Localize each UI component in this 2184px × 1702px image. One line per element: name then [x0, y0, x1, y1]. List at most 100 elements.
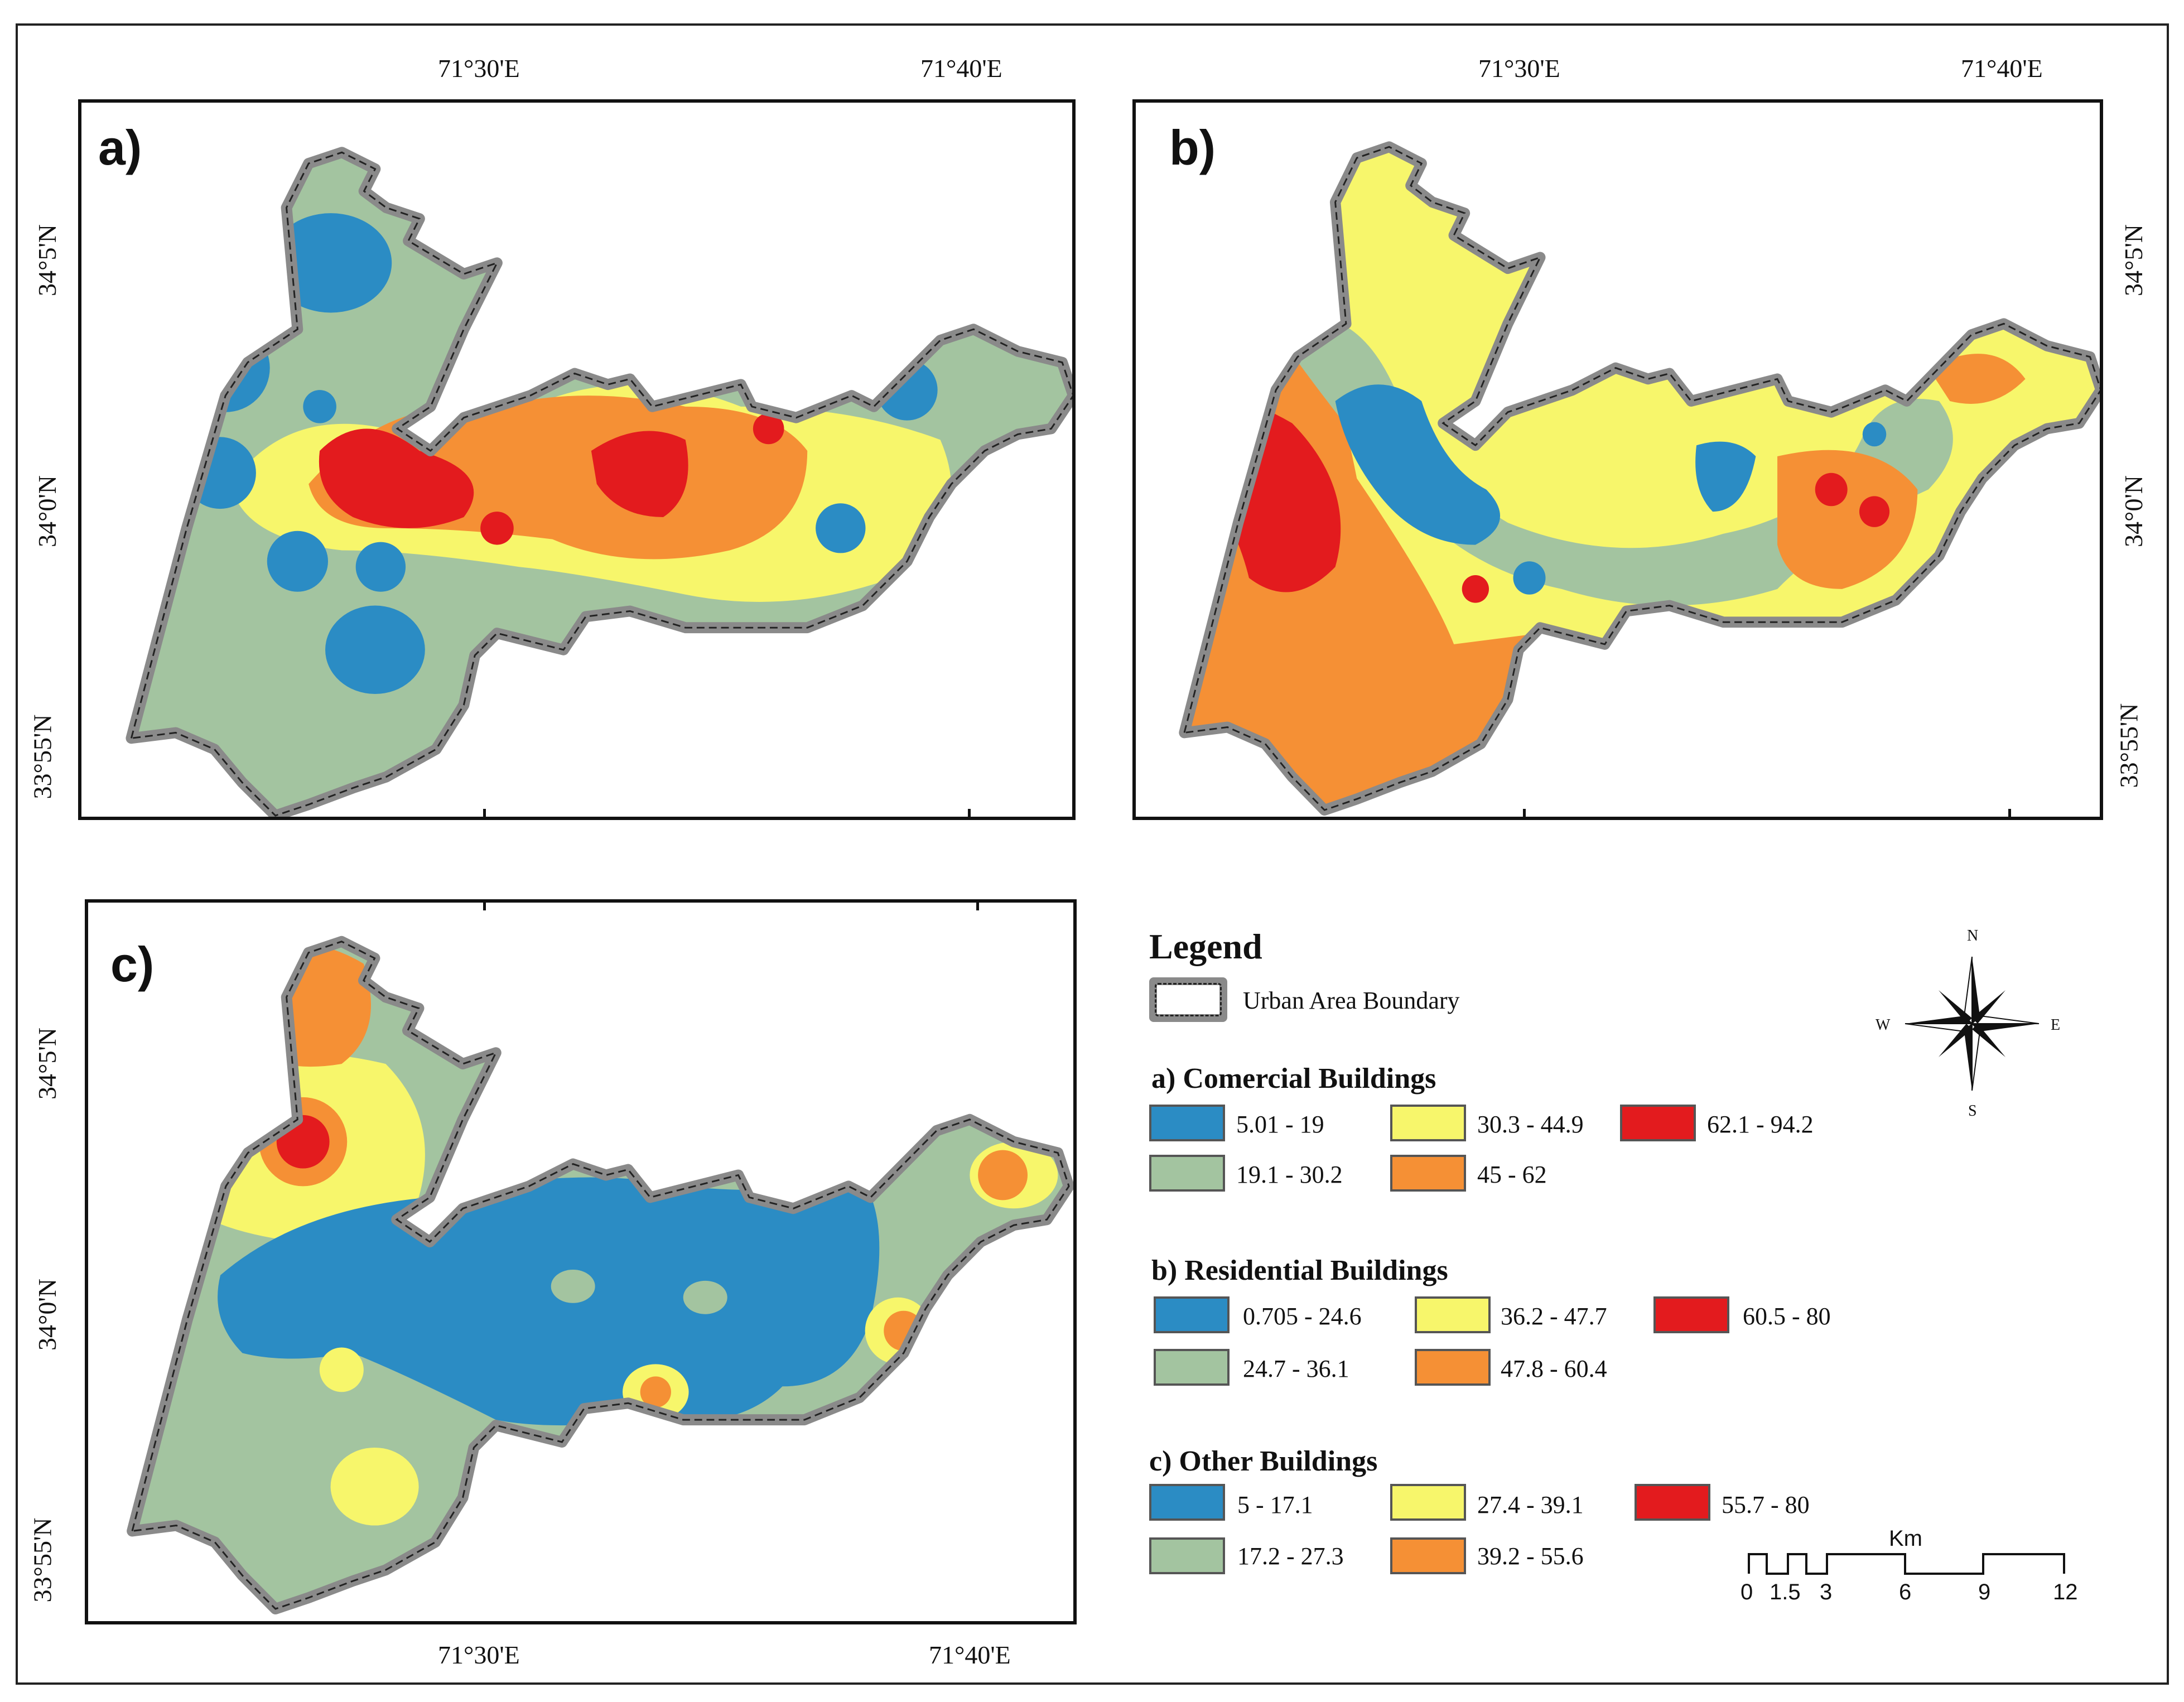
legend-other-swatch-3: [1390, 1484, 1466, 1521]
scale-tick-1: 1.5: [1770, 1580, 1801, 1604]
urban-boundary-dash: [1183, 146, 2100, 811]
zone-yellow-1: [319, 1347, 364, 1392]
zone-orange-1: [640, 1376, 671, 1408]
legend-other-swatch-5: [1635, 1484, 1710, 1521]
map-panel-commercial: a): [78, 99, 1076, 820]
legend-commercial-label-5: 62.1 - 94.2: [1707, 1111, 1814, 1138]
zone-green-spot-2: [683, 1280, 727, 1314]
lat-label-a-1: 34°5'N: [32, 224, 61, 296]
legend-other-swatch-2: [1149, 1537, 1225, 1574]
zone-green-spot-1: [551, 1269, 595, 1303]
lat-label-b-2: 34°0'N: [2119, 475, 2148, 547]
zone-red-2: [591, 431, 688, 518]
zone-red-4: [753, 413, 784, 445]
compass-south: S: [1968, 1102, 1977, 1120]
scale-tick-2: 3: [1820, 1580, 1833, 1604]
zone-blue-3: [1513, 561, 1546, 595]
zone-blue-9: [303, 390, 336, 423]
zone-blue-main: [218, 1175, 880, 1426]
lat-label-c-2: 34°0'N: [32, 1279, 61, 1351]
legend-commercial-label-4: 45 - 62: [1477, 1161, 1547, 1188]
legend-residential-label-1: 0.705 - 24.6: [1243, 1303, 1362, 1330]
panel-label-c: c): [110, 937, 155, 992]
map-panel-other: c): [85, 899, 1077, 1624]
legend-other-swatch-1: [1149, 1484, 1225, 1521]
lon-label-b-1: 71°30'E: [1478, 54, 1560, 83]
zone-red-1: [1192, 282, 1252, 343]
legend-commercial-swatch-2: [1149, 1155, 1225, 1192]
zone-red-3: [480, 512, 514, 545]
lon-label-a-1: 71°30'E: [438, 54, 520, 83]
legend-residential-swatch-1: [1154, 1296, 1230, 1333]
tick: [1523, 809, 1526, 820]
scale-tick-3: 6: [1899, 1580, 1912, 1604]
scale-tick-4: 9: [1978, 1580, 1991, 1604]
zone-blue-5: [355, 542, 406, 592]
tick: [976, 899, 979, 910]
panel-label-a: a): [98, 120, 142, 175]
legend-commercial-title: a) Comercial Buildings: [1151, 1063, 1436, 1095]
map-commercial: [126, 147, 1072, 817]
tick: [968, 809, 971, 820]
legend-other-label-3: 27.4 - 39.1: [1477, 1491, 1584, 1518]
lat-label-c-1: 34°5'N: [32, 1028, 61, 1100]
lat-label-a-2: 34°0'N: [32, 475, 61, 547]
legend-other-title: c) Other Buildings: [1149, 1445, 1378, 1477]
zone-blue-2: [1695, 441, 1756, 512]
zone-orange-ne: [1928, 354, 2026, 404]
lat-label-c-3: 33°55'N: [28, 1517, 57, 1603]
urban-boundary-dash: [131, 941, 1070, 1610]
scale-unit-label: Km: [1889, 1526, 1922, 1551]
north-arrow-compass-icon: [1905, 956, 2040, 1091]
legend-commercial-label-1: 5.01 - 19: [1236, 1111, 1324, 1138]
map-panel-residential: b): [1132, 99, 2103, 820]
zone-red-5: [1462, 575, 1489, 603]
lon-label-c-1: 71°30'E: [438, 1641, 520, 1669]
legend-residential-swatch-2: [1154, 1349, 1230, 1386]
legend-other-swatch-4: [1390, 1537, 1466, 1574]
legend-residential-swatch-5: [1653, 1296, 1729, 1333]
scale-tick-0: 0: [1741, 1580, 1753, 1604]
legend-title: Legend: [1149, 927, 1262, 966]
figure-frame: [16, 23, 2169, 1685]
zone-blue-4: [267, 531, 329, 592]
lon-label-b-2: 71°40'E: [1961, 54, 2043, 83]
panel-label-b: b): [1169, 120, 1216, 175]
legend-commercial-label-2: 19.1 - 30.2: [1236, 1161, 1343, 1188]
compass-north: N: [1967, 927, 1979, 944]
lon-label-c-2: 71°40'E: [929, 1641, 1011, 1669]
legend-commercial-swatch-3: [1390, 1105, 1466, 1141]
zone-yellow-2: [330, 1447, 419, 1526]
zone-blue-1: [269, 213, 392, 313]
zone-blue-4: [1862, 422, 1887, 447]
zone-orange-3: [978, 1150, 1028, 1200]
legend-other-label-2: 17.2 - 27.3: [1237, 1542, 1344, 1570]
legend-residential-label-3: 36.2 - 47.7: [1501, 1303, 1607, 1330]
zone-orange-east: [1777, 450, 1918, 589]
scale-bar: [1748, 1553, 2065, 1575]
zone-blue-1: [1335, 384, 1501, 545]
legend-boundary-swatch: [1149, 977, 1227, 1022]
legend-other-label-4: 39.2 - 55.6: [1477, 1542, 1584, 1570]
tick: [483, 809, 486, 820]
legend-residential-label-4: 47.8 - 60.4: [1501, 1355, 1607, 1382]
urban-boundary-dash: [130, 151, 1072, 817]
legend-residential-swatch-3: [1415, 1296, 1491, 1333]
legend-commercial-swatch-4: [1390, 1155, 1466, 1192]
zone-red-1: [319, 428, 474, 528]
legend-other-label-5: 55.7 - 80: [1722, 1491, 1810, 1518]
compass-west: W: [1876, 1016, 1891, 1034]
tick: [483, 899, 486, 910]
legend-residential-label-2: 24.7 - 36.1: [1243, 1355, 1349, 1382]
lon-label-a-2: 71°40'E: [920, 54, 1002, 83]
scale-tick-5: 12: [2053, 1580, 2078, 1604]
zone-red-4: [1859, 496, 1890, 527]
zone-red-3: [1815, 472, 1848, 507]
zone-blue-6: [325, 605, 425, 695]
legend-commercial-label-3: 30.3 - 44.9: [1477, 1111, 1584, 1138]
legend-other-label-1: 5 - 17.1: [1237, 1491, 1313, 1518]
legend-residential-title: b) Residential Buildings: [1151, 1255, 1448, 1286]
legend-boundary-label: Urban Area Boundary: [1243, 987, 1460, 1014]
tick: [2008, 809, 2011, 820]
lat-label-a-3: 33°55'N: [28, 714, 57, 799]
